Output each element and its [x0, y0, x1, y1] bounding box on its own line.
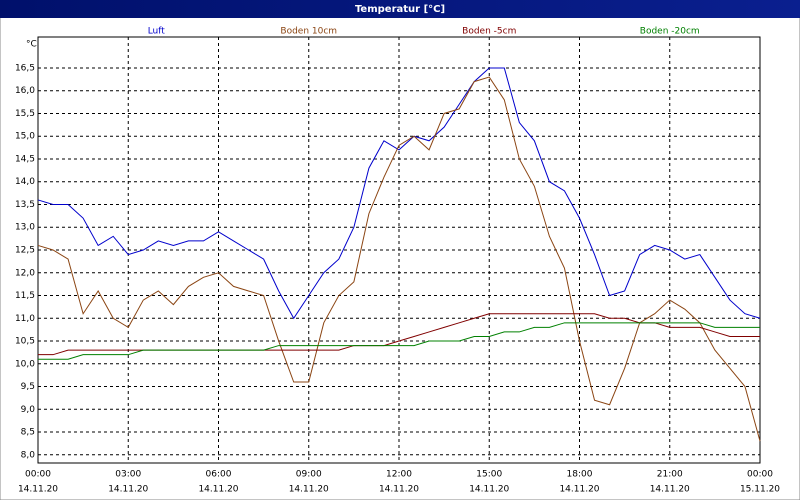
- legend-entry: Boden -5cm: [462, 27, 516, 37]
- series-line: [37, 67, 761, 320]
- x-tick-date: 14.11.20: [379, 485, 419, 495]
- x-tick-date: 14.11.20: [18, 485, 58, 495]
- y-tick-label: 8,5: [21, 428, 35, 438]
- y-tick-label: 15,5: [15, 109, 35, 119]
- y-tick-label: 14,0: [15, 177, 35, 187]
- y-tick-label: 11,0: [15, 314, 35, 324]
- y-tick-label: 15,0: [15, 132, 35, 142]
- x-tick-date: 14.11.20: [469, 485, 509, 495]
- x-tick-label: 06:00: [206, 470, 232, 480]
- legend-entry: Luft: [148, 27, 166, 37]
- y-tick-label: 12,0: [15, 268, 35, 278]
- y-tick-label: 9,5: [21, 382, 35, 392]
- x-tick-date: 14.11.20: [289, 485, 329, 495]
- title-bar: [0, 0, 800, 18]
- y-tick-label: 10,0: [15, 359, 35, 369]
- y-tick-label: 11,5: [15, 291, 35, 301]
- x-tick-label: 21:00: [657, 470, 683, 480]
- x-tick-label: 00:00: [25, 470, 51, 480]
- x-tick-date: 14.11.20: [559, 485, 599, 495]
- x-tick-date: 14.11.20: [198, 485, 238, 495]
- x-tick-label: 18:00: [567, 470, 593, 480]
- y-tick-label: 13,0: [15, 223, 35, 233]
- y-tick-label: 10,5: [15, 337, 35, 347]
- x-tick-date: 14.11.20: [650, 485, 690, 495]
- y-tick-label: 13,5: [15, 200, 35, 210]
- y-axis-label: °C: [26, 40, 37, 50]
- x-tick-label: 15:00: [476, 470, 502, 480]
- x-tick-date: 15.11.20: [740, 485, 780, 495]
- legend-entry: Boden 10cm: [280, 27, 337, 37]
- x-tick-date: 14.11.20: [108, 485, 148, 495]
- y-tick-label: 14,5: [15, 154, 35, 164]
- chart-title: Temperatur [°C]: [355, 4, 445, 15]
- y-tick-label: 16,5: [15, 63, 35, 73]
- y-tick-label: 12,5: [15, 246, 35, 256]
- x-tick-label: 12:00: [386, 470, 412, 480]
- y-tick-label: 16,0: [15, 86, 35, 96]
- legend-entry: Boden -20cm: [640, 27, 700, 37]
- y-tick-label: 8,0: [21, 450, 36, 460]
- x-tick-label: 00:00: [747, 470, 773, 480]
- x-tick-label: 03:00: [115, 470, 141, 480]
- y-tick-label: 9,0: [21, 405, 36, 415]
- x-tick-label: 09:00: [296, 470, 322, 480]
- series-line: [38, 322, 760, 360]
